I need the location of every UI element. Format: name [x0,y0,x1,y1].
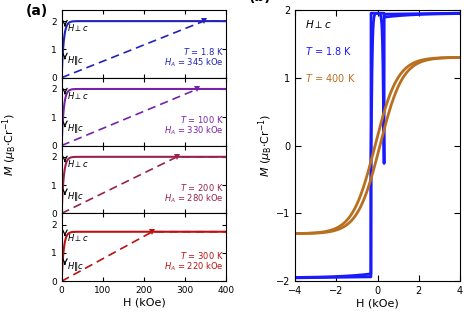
Text: $T$ = 1.8 K: $T$ = 1.8 K [183,46,224,57]
Text: $H_A$ = 280 kOe: $H_A$ = 280 kOe [164,192,224,205]
Text: $H_A$ = 330 kOe: $H_A$ = 330 kOe [164,125,224,137]
Text: $T$ = 100 K: $T$ = 100 K [180,114,224,125]
Text: $T$ = 1.8 K: $T$ = 1.8 K [305,45,352,57]
Text: $T$ = 400 K: $T$ = 400 K [305,72,356,84]
X-axis label: H (kOe): H (kOe) [356,299,399,309]
Text: $H\|c$: $H\|c$ [67,54,84,67]
X-axis label: H (kOe): H (kOe) [122,298,165,308]
Text: $H_A$ = 220 kOe: $H_A$ = 220 kOe [164,260,224,273]
Text: $T$ = 200 K: $T$ = 200 K [180,182,224,193]
Text: $H\perp c$: $H\perp c$ [67,232,89,243]
Text: $H_A$ = 345 kOe: $H_A$ = 345 kOe [164,57,224,69]
Text: (a): (a) [26,4,48,18]
Text: $H\perp c$: $H\perp c$ [67,23,89,33]
Text: $H\|c$: $H\|c$ [67,260,84,273]
Text: $H\|c$: $H\|c$ [67,190,84,203]
Text: $M$ ($\mu_\mathrm{B}$$\cdot$Cr$^{-1}$): $M$ ($\mu_\mathrm{B}$$\cdot$Cr$^{-1}$) [0,112,19,176]
Text: $H\perp c$: $H\perp c$ [67,158,89,169]
Text: $H\|c$: $H\|c$ [67,122,84,135]
Text: $H\perp c$: $H\perp c$ [67,90,89,101]
Text: $T$ = 300 K: $T$ = 300 K [180,250,224,261]
Text: (b): (b) [249,0,272,4]
Y-axis label: $M$ ($\mu_\mathrm{B}$$\cdot$Cr$^{-1}$): $M$ ($\mu_\mathrm{B}$$\cdot$Cr$^{-1}$) [256,114,274,177]
Text: $H\perp c$: $H\perp c$ [305,18,332,30]
